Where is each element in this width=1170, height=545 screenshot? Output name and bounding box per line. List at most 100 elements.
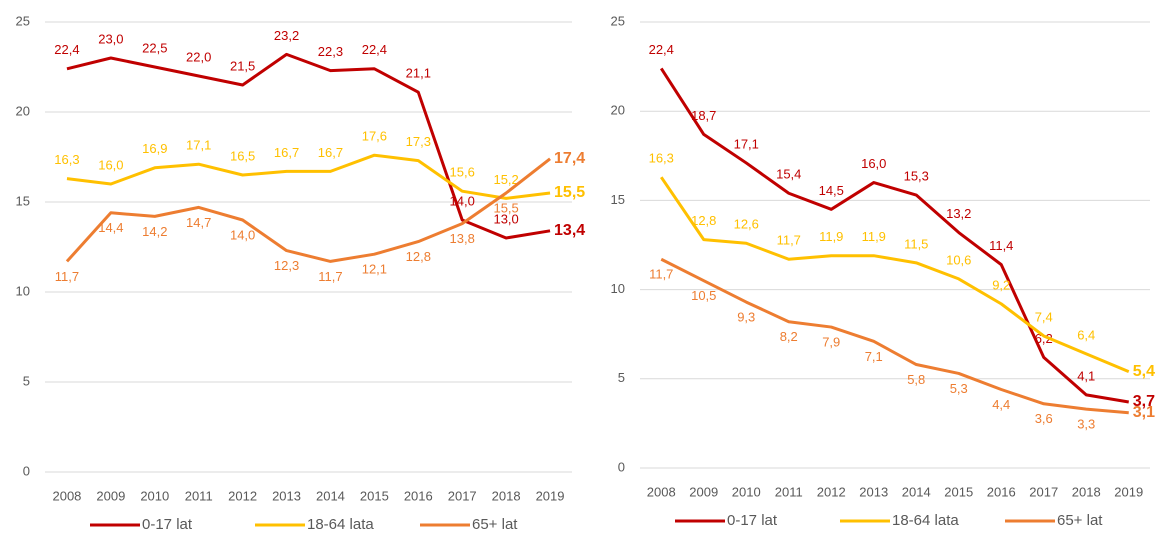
y-tick-label: 10	[611, 281, 625, 296]
legend-label: 0-17 lat	[727, 512, 778, 529]
data-label: 11,7	[318, 269, 342, 284]
data-label: 17,6	[362, 129, 387, 144]
x-tick-label: 2015	[944, 484, 973, 499]
data-label: 4,4	[992, 397, 1010, 412]
data-label: 14,2	[142, 224, 167, 239]
legend-label: 0-17 lat	[142, 516, 193, 533]
data-label: 22,5	[142, 40, 167, 55]
data-label: 13,2	[946, 206, 971, 221]
data-label: 14,0	[450, 193, 475, 208]
x-tick-label: 2019	[1114, 484, 1143, 499]
x-tick-label: 2008	[647, 484, 676, 499]
x-tick-label: 2011	[185, 488, 213, 503]
data-label: 11,7	[55, 269, 79, 284]
data-label: 11,7	[777, 233, 801, 248]
data-label: 22,3	[318, 44, 343, 59]
data-label: 13,4	[554, 222, 585, 239]
x-tick-label: 2016	[404, 488, 433, 503]
data-label: 7,4	[1035, 309, 1053, 324]
legend-label: 65+ lat	[1057, 512, 1103, 529]
data-label: 15,2	[493, 172, 518, 187]
y-tick-label: 20	[611, 103, 625, 118]
y-tick-label: 10	[16, 283, 30, 298]
data-label: 16,7	[318, 145, 343, 160]
data-label: 22,4	[649, 42, 674, 57]
data-label: 5,8	[907, 372, 925, 387]
x-tick-label: 2010	[140, 488, 169, 503]
data-label: 17,1	[186, 138, 211, 153]
series-line	[660, 257, 1129, 415]
series-line	[66, 52, 551, 240]
data-label: 9,3	[737, 310, 755, 325]
data-label: 15,5	[493, 200, 518, 215]
data-label: 18,7	[691, 108, 716, 123]
data-label: 3,6	[1035, 411, 1053, 426]
data-label: 22,4	[54, 42, 79, 57]
data-label: 11,9	[862, 229, 886, 244]
y-tick-label: 5	[23, 373, 30, 388]
data-label: 3,1	[1133, 404, 1155, 421]
data-label: 11,5	[904, 236, 928, 251]
data-label: 5,4	[1133, 363, 1155, 380]
data-label: 15,4	[776, 167, 801, 182]
data-label: 16,5	[230, 148, 255, 163]
y-tick-label: 25	[16, 13, 30, 28]
y-tick-label: 15	[16, 193, 30, 208]
data-label: 15,5	[554, 184, 585, 201]
data-label: 15,3	[904, 168, 929, 183]
data-label: 14,0	[230, 227, 255, 242]
x-tick-label: 2013	[859, 484, 888, 499]
data-label: 23,2	[274, 28, 299, 43]
data-label: 16,3	[54, 152, 79, 167]
data-label: 12,3	[274, 258, 299, 273]
x-tick-label: 2014	[902, 484, 931, 499]
data-label: 16,0	[861, 156, 886, 171]
data-label: 11,7	[649, 267, 673, 282]
data-label: 16,3	[649, 151, 674, 166]
x-tick-label: 2012	[817, 484, 846, 499]
data-label: 16,7	[274, 145, 299, 160]
data-label: 3,3	[1077, 417, 1095, 432]
data-label: 13,0	[493, 211, 518, 226]
data-label: 11,9	[819, 229, 843, 244]
data-label: 16,0	[98, 157, 123, 172]
y-tick-label: 5	[618, 370, 625, 385]
data-label: 22,4	[362, 42, 387, 57]
data-label: 13,8	[450, 231, 475, 246]
data-label: 14,7	[186, 215, 211, 230]
y-tick-label: 0	[23, 463, 30, 478]
x-tick-label: 2008	[52, 488, 81, 503]
data-label: 17,4	[554, 150, 585, 167]
y-tick-label: 0	[618, 459, 625, 474]
data-label: 21,5	[230, 58, 255, 73]
x-tick-label: 2011	[775, 484, 803, 499]
x-tick-label: 2018	[492, 488, 521, 503]
data-label: 21,1	[406, 66, 431, 81]
data-label: 7,9	[822, 335, 840, 350]
legend-label: 18-64 lata	[307, 516, 374, 533]
data-label: 12,8	[406, 249, 431, 264]
legend-label: 65+ lat	[472, 516, 518, 533]
data-label: 14,4	[98, 220, 123, 235]
x-tick-label: 2012	[228, 488, 257, 503]
legend-label: 18-64 lata	[892, 512, 959, 529]
data-label: 12,1	[362, 262, 387, 277]
series-line	[659, 67, 1129, 404]
data-label: 8,2	[780, 329, 798, 344]
data-label: 10,5	[691, 288, 716, 303]
y-tick-label: 20	[16, 103, 30, 118]
series-line	[66, 153, 551, 200]
x-tick-label: 2014	[316, 488, 345, 503]
data-label: 17,1	[734, 136, 759, 151]
data-label: 12,8	[691, 213, 716, 228]
x-tick-label: 2009	[96, 488, 125, 503]
data-label: 12,6	[734, 217, 759, 232]
data-label: 14,5	[819, 183, 844, 198]
x-tick-label: 2010	[732, 484, 761, 499]
series-line	[65, 157, 551, 263]
x-tick-label: 2018	[1072, 484, 1101, 499]
data-label: 7,1	[865, 349, 883, 364]
x-tick-label: 2015	[360, 488, 389, 503]
x-tick-label: 2016	[987, 484, 1016, 499]
